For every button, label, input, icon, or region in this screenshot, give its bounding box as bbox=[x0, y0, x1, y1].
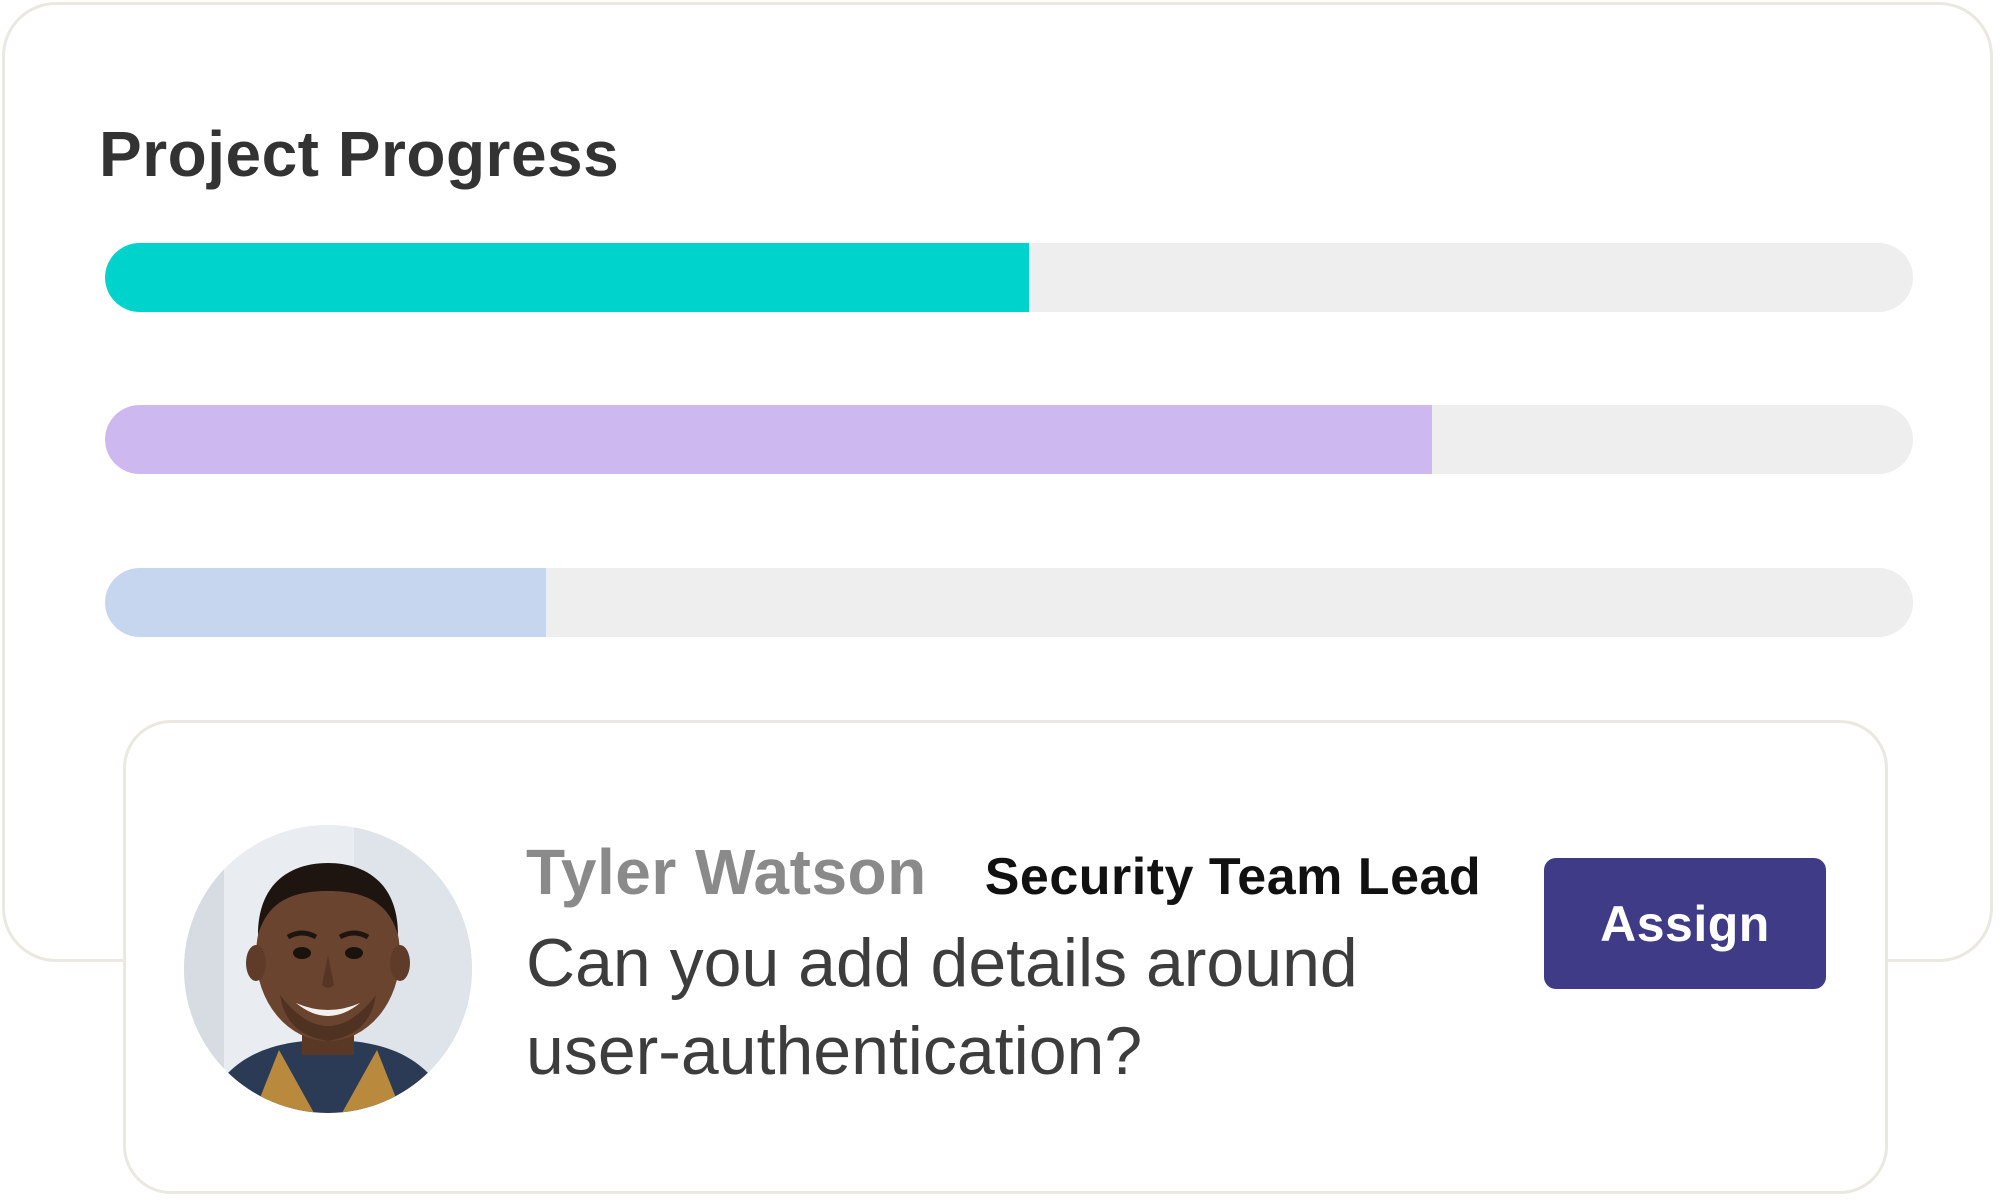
progress-bar-3 bbox=[105, 568, 1913, 637]
avatar bbox=[184, 825, 472, 1113]
progress-bar-1 bbox=[105, 243, 1913, 312]
comment-message: Can you add details around user-authenti… bbox=[526, 925, 1358, 1089]
progress-bar-3-fill bbox=[105, 568, 547, 637]
progress-bar-1-fill bbox=[105, 243, 1029, 312]
progress-title: Project Progress bbox=[99, 118, 620, 190]
author-role: Security Team Lead bbox=[984, 848, 1482, 906]
author-name: Tyler Watson bbox=[526, 836, 927, 908]
progress-bar-2 bbox=[105, 405, 1913, 474]
comment-header: Tyler Watson Security Team Lead bbox=[526, 835, 1481, 915]
avatar-portrait-icon bbox=[184, 825, 472, 1113]
assign-button[interactable]: Assign bbox=[1544, 858, 1826, 989]
comment-card: Tyler Watson Security Team Lead Can you … bbox=[123, 720, 1888, 1194]
progress-bar-2-fill bbox=[105, 405, 1433, 474]
